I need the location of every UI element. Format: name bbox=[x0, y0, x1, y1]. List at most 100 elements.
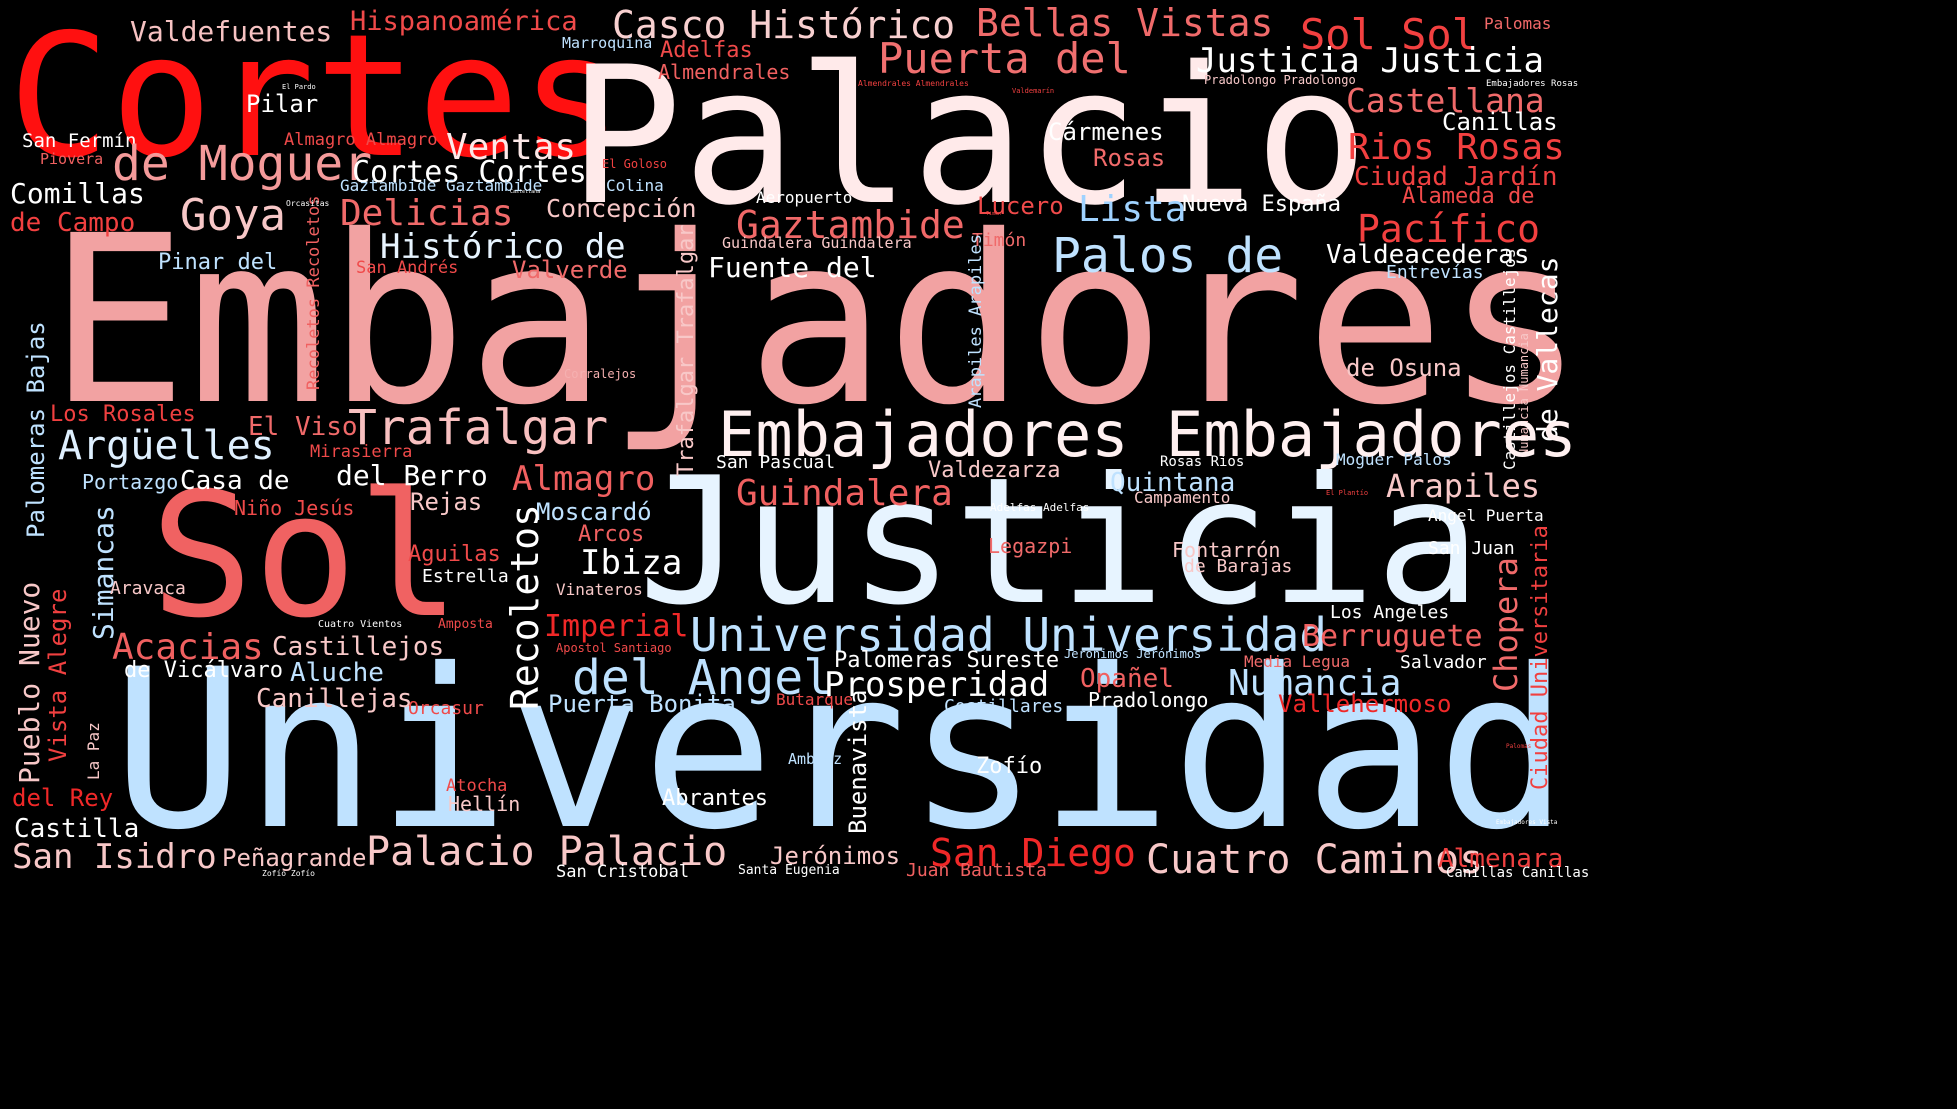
word-vertical: La Paz bbox=[84, 722, 103, 780]
word-sol: Sol bbox=[150, 455, 461, 656]
word: Almagro bbox=[512, 459, 656, 499]
word: Palomas bbox=[1506, 743, 1532, 750]
word: Apostol Santiago bbox=[556, 641, 672, 655]
word: Cuatro Vientos bbox=[318, 619, 403, 630]
word: Juan Bautista bbox=[906, 860, 1047, 881]
word: Trafalgar bbox=[348, 400, 609, 456]
word: Valdefuentes bbox=[130, 15, 333, 48]
word: Acacias bbox=[112, 627, 264, 668]
word-vertical: Arapiles Arapiles bbox=[966, 234, 986, 408]
word: Canillas bbox=[1442, 108, 1558, 136]
word: Embajadores Embajadores bbox=[718, 398, 1577, 471]
word-justicia: Justicia bbox=[638, 441, 1481, 644]
word: Valdeacederas bbox=[1326, 240, 1530, 270]
word: Salvador bbox=[1400, 652, 1487, 673]
word: Piovera bbox=[40, 150, 104, 168]
word: Ventas bbox=[446, 127, 577, 168]
word: Pradolongo bbox=[1088, 688, 1209, 712]
word: Jerónimos bbox=[770, 842, 901, 870]
word: Almagro Almagro bbox=[284, 130, 438, 150]
word: Embajadores Vista bbox=[1496, 819, 1558, 826]
word: Aeropuerto bbox=[756, 188, 853, 207]
word: Histórico de bbox=[380, 227, 626, 267]
word: Valdezarza bbox=[928, 458, 1061, 483]
word: Costillares bbox=[944, 696, 1064, 717]
word: Castellana bbox=[1346, 81, 1545, 120]
word: Opañel bbox=[1080, 664, 1174, 694]
word: Pacífico bbox=[1357, 207, 1541, 251]
word: Cuatro Caminos bbox=[1146, 837, 1484, 883]
word: Casa de bbox=[180, 466, 290, 496]
word: Los Angeles bbox=[1330, 602, 1450, 623]
word: Butarque bbox=[776, 690, 854, 709]
word: Portazgo bbox=[82, 470, 179, 494]
word: de Barajas bbox=[1184, 556, 1293, 577]
word: Fontarrón bbox=[1172, 538, 1281, 562]
word: de Campo bbox=[10, 208, 136, 238]
word: Ibiza bbox=[580, 543, 683, 583]
word: Niño Jesús bbox=[234, 496, 355, 520]
word: de Vicálvaro bbox=[124, 658, 283, 683]
word: Valdemarín bbox=[1012, 87, 1055, 95]
word-palacio: Palacio bbox=[568, 26, 1369, 247]
word-vertical: Trafalgar Trafalgar bbox=[674, 224, 699, 476]
word: Rejas bbox=[410, 488, 483, 516]
word: Marroquina bbox=[562, 34, 653, 52]
word-vertical: Simancas bbox=[87, 505, 120, 640]
word: El Goloso bbox=[602, 157, 668, 171]
word: Lista bbox=[1078, 189, 1187, 230]
word: Pinar del bbox=[158, 250, 278, 275]
word: Nueva España bbox=[1182, 192, 1341, 217]
word: San Isidro bbox=[12, 837, 217, 877]
word: Rosas Rios bbox=[1160, 454, 1245, 470]
word: Entrevías bbox=[1386, 262, 1484, 283]
word: Gaztambide bbox=[736, 203, 965, 247]
word: San Juan bbox=[1428, 538, 1515, 559]
word-vertical: Palomeras Bajas bbox=[22, 321, 50, 538]
word: Mirasierra bbox=[310, 442, 413, 462]
word: Rios Rosas bbox=[1348, 127, 1565, 168]
word: Estrella bbox=[422, 566, 509, 587]
word: San Pascual bbox=[716, 452, 836, 473]
word: Angel Puerta bbox=[1428, 506, 1544, 525]
word: El Pardo bbox=[282, 83, 316, 91]
word: Palomas bbox=[1484, 14, 1552, 33]
word-embajadores: Embajadores bbox=[48, 186, 1585, 456]
word: Guindalera bbox=[736, 473, 953, 514]
word: Arapiles bbox=[1386, 467, 1541, 505]
word: Embajadores Rosas bbox=[1486, 79, 1579, 89]
word: Berruguete bbox=[1302, 619, 1483, 654]
word: Sol Sol bbox=[1300, 10, 1478, 59]
word: Guindalera Guindalera bbox=[722, 234, 912, 252]
word: Puerta del bbox=[878, 34, 1131, 83]
word: San Diego bbox=[930, 831, 1136, 875]
word: Numancia bbox=[1228, 663, 1402, 704]
word: del Rey bbox=[12, 784, 114, 812]
word: Lucero bbox=[977, 192, 1064, 220]
word: Media Legua bbox=[1244, 652, 1350, 671]
word-vertical: Chopera bbox=[1487, 557, 1525, 692]
word: Castilla bbox=[14, 814, 140, 844]
word: Justicia Justicia bbox=[1196, 41, 1544, 81]
word: Prosperidad bbox=[824, 665, 1050, 705]
word: El Viso bbox=[248, 412, 358, 442]
word: Hispanoamérica bbox=[350, 6, 578, 37]
word: Moguer Palos bbox=[1336, 450, 1452, 469]
word: Palacio Palacio bbox=[366, 829, 728, 875]
word: Adelfas bbox=[660, 38, 753, 63]
word: Gaztambide Gaztambide bbox=[340, 176, 543, 195]
word: Timón bbox=[986, 211, 1002, 217]
word: Cármenes bbox=[1048, 118, 1164, 146]
word: Aguilas bbox=[408, 542, 501, 567]
word: San Fermín bbox=[22, 130, 137, 152]
word-vertical: Pueblo Nuevo bbox=[13, 581, 46, 784]
word: Palos de bbox=[1052, 228, 1284, 284]
word: Timón bbox=[972, 230, 1027, 251]
word: Quintana bbox=[1110, 468, 1236, 498]
word: Arcos bbox=[578, 522, 645, 547]
word: Castellana bbox=[510, 189, 541, 195]
word: Pilar bbox=[246, 90, 319, 118]
word: Casco Histórico bbox=[612, 3, 956, 47]
word: Valverde bbox=[512, 256, 628, 284]
